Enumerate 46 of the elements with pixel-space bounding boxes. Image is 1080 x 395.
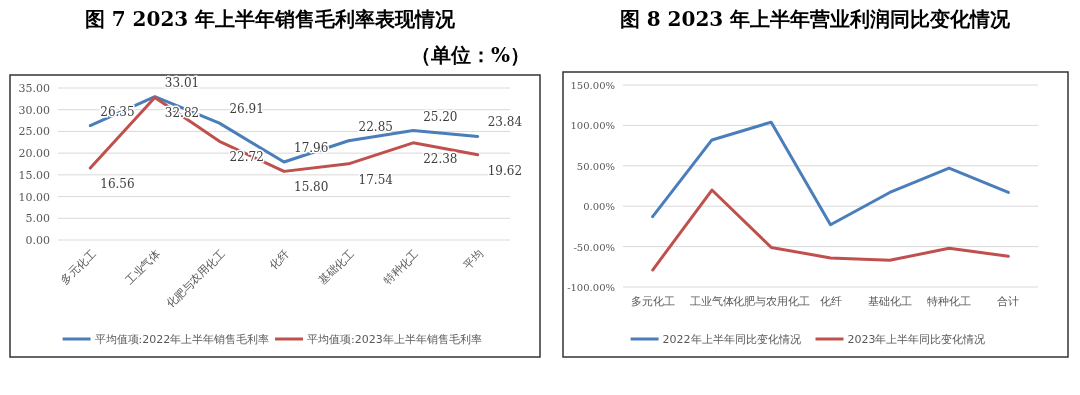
y-tick-label: 15.00 <box>18 168 50 182</box>
y-tick-label: 5.00 <box>25 212 50 226</box>
x-tick-label: 化肥与农用化工 <box>732 295 810 308</box>
x-tick-label: 工业气体 <box>689 295 734 308</box>
x-tick-label: 多元化工 <box>58 246 99 288</box>
legend-label: 平均值项:2023年上半年销售毛利率 <box>307 333 482 346</box>
y-tick-label: 20.00 <box>18 147 50 161</box>
data-label: 25.20 <box>423 109 458 124</box>
data-label: 26.91 <box>229 102 264 117</box>
y-tick-label: 150.00% <box>570 80 615 91</box>
y-tick-label: 25.00 <box>18 125 50 139</box>
data-label: 16.56 <box>100 177 135 192</box>
y-tick-label: -50.00% <box>573 241 615 253</box>
x-tick-label: 平均 <box>461 246 486 272</box>
y-tick-label: 30.00 <box>18 103 50 117</box>
x-tick-label: 特种化工 <box>927 295 972 308</box>
data-label: 17.96 <box>294 141 329 155</box>
x-tick-label: 合计 <box>997 295 1020 308</box>
y-tick-label: 0.00 <box>25 234 50 247</box>
y-tick-label: 0.00% <box>583 201 615 213</box>
legend-label: 2022年上半年同比变化情况 <box>662 333 801 346</box>
x-tick-label: 基础化工 <box>867 295 912 308</box>
y-tick-label: 35.00 <box>18 82 50 95</box>
x-tick-label: 特种化工 <box>380 246 422 288</box>
legend-label: 平均值项:2022年上半年销售毛利率 <box>94 333 270 346</box>
x-tick-label: 化纤 <box>267 246 293 272</box>
data-label: 19.62 <box>487 163 523 178</box>
x-tick-label: 化肥与农用化工 <box>163 246 228 311</box>
data-label: 17.54 <box>358 172 394 187</box>
y-tick-label: 50.00% <box>576 160 615 172</box>
data-label: 22.85 <box>358 119 393 134</box>
x-tick-label: 基础化工 <box>316 246 357 288</box>
chart-title: 图 8 2023 年上半年营业利润同比变化情况 <box>619 7 1012 31</box>
x-tick-label: 化纤 <box>819 295 842 308</box>
legend-label: 2023年上半年同比变化情况 <box>847 333 986 346</box>
y-tick-label: 100.00% <box>570 120 615 132</box>
data-label: 23.84 <box>487 115 523 130</box>
x-tick-label: 工业气体 <box>122 246 163 288</box>
data-label: 15.80 <box>294 180 329 195</box>
x-tick-label: 多元化工 <box>630 295 675 308</box>
chart-subtitle: （单位：%） <box>410 43 530 67</box>
y-tick-label: -100.00% <box>567 282 615 293</box>
data-label: 22.38 <box>423 151 458 166</box>
y-tick-label: 10.00 <box>18 190 50 204</box>
data-label: 33.01 <box>164 75 200 90</box>
chart-title: 图 7 2023 年上半年销售毛利率表现情况 <box>84 7 457 31</box>
